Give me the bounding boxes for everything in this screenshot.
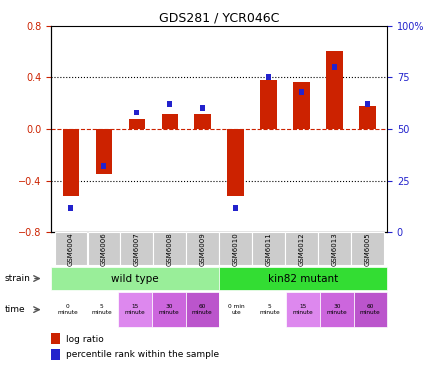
Text: wild type: wild type bbox=[111, 273, 159, 284]
Text: GSM6007: GSM6007 bbox=[134, 232, 140, 266]
Bar bbox=[219, 232, 252, 265]
Bar bbox=[320, 292, 354, 327]
Text: 60
minute: 60 minute bbox=[360, 304, 381, 315]
Bar bbox=[285, 232, 318, 265]
Bar bbox=[118, 292, 152, 327]
Text: GSM6004: GSM6004 bbox=[68, 232, 74, 266]
Text: GSM6010: GSM6010 bbox=[233, 232, 239, 266]
Bar bbox=[121, 232, 153, 265]
Text: 5
minute: 5 minute bbox=[91, 304, 112, 315]
Bar bbox=[260, 80, 277, 129]
Text: GSM6008: GSM6008 bbox=[167, 232, 173, 266]
Bar bbox=[162, 113, 178, 129]
Bar bbox=[293, 82, 310, 129]
Bar bbox=[351, 232, 384, 265]
Bar bbox=[167, 101, 172, 107]
Bar bbox=[200, 105, 205, 111]
Text: 15
minute: 15 minute bbox=[125, 304, 146, 315]
Bar bbox=[365, 101, 370, 107]
Text: GSM6009: GSM6009 bbox=[200, 232, 206, 266]
Text: strain: strain bbox=[4, 274, 30, 283]
Bar bbox=[101, 163, 106, 169]
Bar bbox=[152, 292, 186, 327]
Text: 30
minute: 30 minute bbox=[158, 304, 179, 315]
Bar bbox=[51, 267, 219, 290]
Text: percentile rank within the sample: percentile rank within the sample bbox=[66, 350, 219, 359]
Title: GDS281 / YCR046C: GDS281 / YCR046C bbox=[159, 11, 279, 25]
Bar bbox=[55, 232, 87, 265]
Text: time: time bbox=[4, 305, 25, 314]
Bar bbox=[233, 205, 238, 210]
Text: kin82 mutant: kin82 mutant bbox=[268, 273, 338, 284]
Bar bbox=[129, 119, 145, 129]
Bar bbox=[51, 292, 85, 327]
Bar bbox=[359, 106, 376, 129]
Text: 0 min
ute: 0 min ute bbox=[228, 304, 244, 315]
Bar bbox=[51, 333, 60, 344]
Bar bbox=[134, 109, 139, 115]
Bar bbox=[63, 129, 79, 196]
Bar bbox=[266, 74, 271, 80]
Text: 5
minute: 5 minute bbox=[259, 304, 280, 315]
Text: log ratio: log ratio bbox=[66, 335, 104, 344]
Text: 0
minute: 0 minute bbox=[57, 304, 78, 315]
Text: GSM6005: GSM6005 bbox=[364, 232, 370, 266]
Bar bbox=[194, 113, 211, 129]
Text: GSM6006: GSM6006 bbox=[101, 232, 107, 266]
Text: GSM6012: GSM6012 bbox=[299, 232, 304, 266]
Bar bbox=[354, 292, 387, 327]
Bar bbox=[318, 232, 351, 265]
Bar bbox=[326, 52, 343, 129]
Text: 15
minute: 15 minute bbox=[293, 304, 314, 315]
Text: GSM6011: GSM6011 bbox=[266, 232, 271, 266]
Bar bbox=[69, 205, 73, 210]
Text: GSM6013: GSM6013 bbox=[332, 232, 337, 266]
Bar bbox=[186, 292, 219, 327]
Bar bbox=[332, 64, 337, 70]
Bar bbox=[154, 232, 186, 265]
Bar bbox=[96, 129, 112, 174]
Text: 30
minute: 30 minute bbox=[326, 304, 347, 315]
Bar bbox=[287, 292, 320, 327]
Bar bbox=[299, 89, 304, 95]
Bar bbox=[186, 232, 219, 265]
Bar bbox=[51, 349, 60, 360]
Bar bbox=[252, 232, 285, 265]
Text: 60
minute: 60 minute bbox=[192, 304, 213, 315]
Bar bbox=[219, 292, 253, 327]
Bar bbox=[227, 129, 244, 196]
Bar bbox=[253, 292, 287, 327]
Bar bbox=[88, 232, 120, 265]
Bar bbox=[85, 292, 118, 327]
Bar bbox=[219, 267, 387, 290]
